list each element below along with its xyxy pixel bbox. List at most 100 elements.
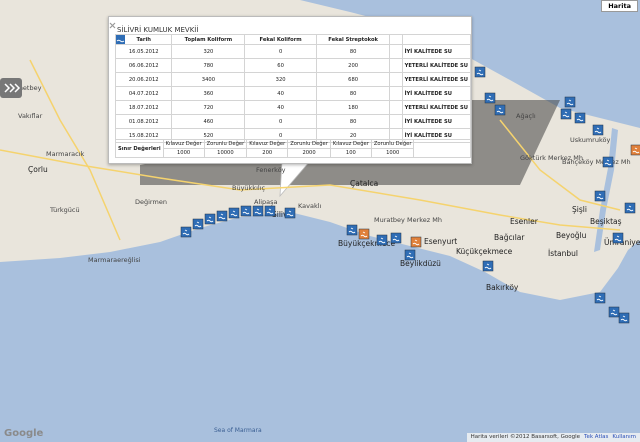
- beach-marker[interactable]: [264, 205, 276, 217]
- place-label: Çatalca: [350, 179, 378, 188]
- beach-marker[interactable]: [624, 202, 636, 214]
- data-cell: 01.08.2012: [114, 114, 173, 129]
- data-cell: 180: [315, 100, 391, 115]
- beach-marker[interactable]: [618, 312, 630, 324]
- marker-icon: [180, 226, 192, 238]
- data-cell: 200: [315, 58, 391, 73]
- marker-icon: [264, 205, 276, 217]
- limit-header: Kılavuz Değer: [329, 139, 372, 149]
- marker-glyph: [596, 193, 604, 200]
- data-cell: 18.07.2012: [114, 100, 173, 115]
- marker-glyph: [286, 210, 294, 217]
- link[interactable]: Kullanım: [612, 434, 636, 440]
- beach-marker[interactable]: [560, 108, 572, 120]
- beach-marker[interactable]: [594, 190, 606, 202]
- beach-marker[interactable]: [358, 228, 370, 240]
- marker-icon: [192, 218, 204, 230]
- marker-icon: [346, 224, 358, 236]
- marker-icon: [624, 202, 636, 214]
- limit-value: 2000: [287, 148, 331, 158]
- data-cell: 460: [171, 114, 246, 129]
- marker-glyph: [392, 235, 400, 242]
- beach-marker[interactable]: [240, 205, 252, 217]
- google-logo: Google: [4, 428, 44, 439]
- beach-marker[interactable]: [594, 292, 606, 304]
- map-type-button[interactable]: Harita: [601, 0, 638, 12]
- data-row: 06.06.2012 780 60 200 YETERLİ KALİTEDE SU: [114, 34, 472, 73]
- beach-marker[interactable]: [602, 156, 614, 168]
- limit-header: Zorunlu Değer: [287, 139, 331, 149]
- beach-marker[interactable]: [484, 92, 496, 104]
- marker-glyph: [230, 210, 238, 217]
- data-cell: 3400: [171, 72, 246, 87]
- beach-marker[interactable]: [192, 218, 204, 230]
- beach-marker[interactable]: [630, 144, 640, 156]
- marker-icon: [410, 236, 422, 248]
- beach-marker[interactable]: [404, 249, 416, 261]
- beach-marker[interactable]: [216, 210, 228, 222]
- place-label: Silivri: [272, 210, 293, 219]
- pan-button[interactable]: [0, 78, 22, 98]
- data-row: 16.05.2012 320 0 80 İYİ KALİTEDE SU: [114, 34, 472, 59]
- marker-glyph: [406, 252, 414, 259]
- place-label: Fenerköy: [256, 166, 286, 174]
- limit-value: 200: [246, 148, 289, 158]
- black-sea: [300, 0, 640, 128]
- limit-value: 10000: [203, 148, 248, 158]
- roads: [0, 59, 621, 241]
- pan-control[interactable]: [0, 78, 22, 98]
- place-label: Bakırköy: [486, 283, 519, 292]
- link[interactable]: Tek Atlas: [584, 434, 609, 440]
- beach-marker[interactable]: [482, 260, 494, 272]
- beach-marker[interactable]: [608, 306, 620, 318]
- beach-marker[interactable]: [252, 205, 264, 217]
- close-button[interactable]: [109, 22, 116, 29]
- place-label: İstanbul: [548, 249, 578, 258]
- place-label: Esenler: [510, 217, 539, 226]
- beach-marker[interactable]: [376, 234, 388, 246]
- place-label: Ahmetbey: [8, 84, 42, 92]
- beach-marker[interactable]: [574, 112, 586, 124]
- marker-icon: [204, 213, 216, 225]
- marker-icon: [594, 292, 606, 304]
- beach-marker[interactable]: [204, 213, 216, 225]
- icon-cell: [115, 34, 403, 87]
- quality-cell: İYİ KALİTEDE SU: [401, 44, 472, 59]
- limit-header: Zorunlu Değer: [370, 139, 415, 149]
- beach-marker[interactable]: [612, 232, 624, 244]
- marker-icon: [618, 312, 630, 324]
- place-label: Vakıflar: [18, 112, 43, 120]
- data-row: 18.07.2012 720 40 180 YETERLİ KALİTEDE SU: [114, 34, 472, 115]
- beach-marker[interactable]: [228, 207, 240, 219]
- place-label: Kavaklı: [298, 202, 322, 210]
- beach-marker[interactable]: [474, 66, 486, 78]
- marker-glyph: [254, 208, 262, 215]
- marker-glyph: [610, 309, 618, 316]
- beach-marker[interactable]: [494, 104, 506, 116]
- beach-marker[interactable]: [564, 96, 576, 108]
- sea-label: Sea of Marmara: [214, 427, 262, 434]
- quality-cell: İYİ KALİTEDE SU: [401, 114, 472, 129]
- beach-marker[interactable]: [410, 236, 422, 248]
- place-label: Değirmen: [135, 198, 167, 206]
- beach-marker[interactable]: [592, 124, 604, 136]
- beach-marker[interactable]: [346, 224, 358, 236]
- marker-glyph: [604, 159, 612, 166]
- marker-glyph: [182, 229, 190, 236]
- place-label: Bağcılar: [494, 233, 525, 242]
- data-row: 20.06.2012 3400 320 680 YETERLİ KALİTEDE SU: [114, 34, 472, 87]
- beach-marker[interactable]: [284, 207, 296, 219]
- quality-cell: YETERLİ KALİTEDE SU: [401, 72, 472, 87]
- info-window: SİLİVRİ KUMLUK MEVKİİ Tarih Toplam Kolifo…: [108, 16, 472, 164]
- limit-header: Zorunlu Değer: [203, 139, 248, 149]
- data-cell: 80: [315, 86, 391, 101]
- beach-marker[interactable]: [180, 226, 192, 238]
- marker-glyph: [266, 208, 274, 215]
- column-header: Toplam Koliform: [171, 34, 246, 45]
- marker-icon: [574, 112, 586, 124]
- place-label: Uskumruköy: [570, 136, 610, 144]
- marker-icon: [592, 124, 604, 136]
- column-header: Fekal Streptokok: [315, 34, 391, 45]
- place-label: Marmaracık: [46, 150, 84, 158]
- beach-marker[interactable]: [390, 232, 402, 244]
